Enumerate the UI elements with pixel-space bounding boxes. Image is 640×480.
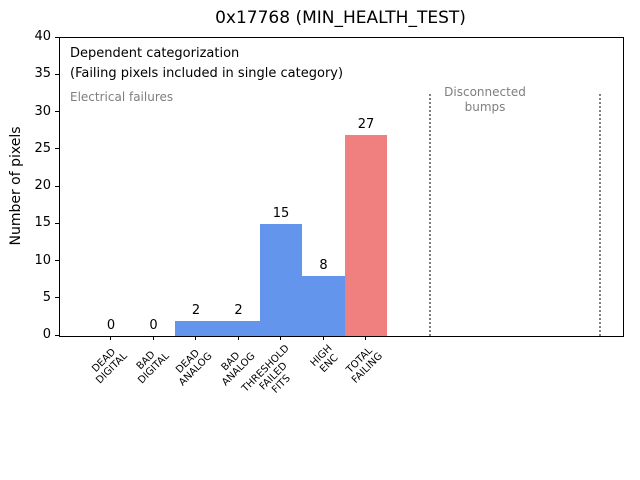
y-tick-label: 15 <box>34 215 51 231</box>
x-tick-mark <box>365 336 366 340</box>
bar <box>344 134 388 336</box>
y-tick-label: 10 <box>34 252 51 268</box>
x-tick-label: HIGH ENC <box>308 343 341 376</box>
y-tick-label: 30 <box>34 103 51 119</box>
y-tick-label: 40 <box>34 29 51 44</box>
bar-value-label: 15 <box>272 206 290 222</box>
annotation-electrical-failures: Electrical failures <box>70 90 174 104</box>
y-tick-label: 25 <box>34 140 51 156</box>
y-tick-mark <box>55 260 59 261</box>
y-tick-mark <box>55 36 59 38</box>
bar-value-label: 27 <box>357 116 375 132</box>
y-tick-mark <box>55 222 59 224</box>
plot-area: Dependent categorization (Failing pixels… <box>59 37 624 337</box>
x-tick-mark <box>280 336 281 340</box>
y-tick-mark <box>55 297 59 299</box>
annotation-disconnected-bumps: Disconnected bumps <box>444 85 526 114</box>
y-tick-label: 35 <box>34 66 51 82</box>
bar-value-label: 0 <box>149 318 158 333</box>
x-tick-label: TOTAL FAILING <box>344 345 385 386</box>
y-tick-label: 0 <box>42 327 51 342</box>
y-tick-mark <box>55 111 59 112</box>
bar-value-label: 2 <box>234 303 243 319</box>
bar-value-label: 2 <box>191 303 201 319</box>
y-tick-mark <box>55 185 59 187</box>
bar-value-label: 8 <box>319 258 328 274</box>
y-tick-label: 5 <box>42 289 51 305</box>
x-tick-label: DEAD ANALOG <box>174 347 215 389</box>
x-tick-mark <box>195 336 196 340</box>
y-tick-mark <box>55 334 59 336</box>
annotation-dependent-categorization: Dependent categorization <box>70 46 240 61</box>
bar <box>174 321 218 336</box>
y-tick-label: 20 <box>34 178 51 193</box>
x-tick-label: BAD DIGITAL <box>135 349 173 387</box>
annotation-failing-pixels: (Failing pixels included in single categ… <box>70 66 344 81</box>
x-tick-mark <box>322 336 324 340</box>
x-tick-label: DEAD DIGITAL <box>90 346 130 387</box>
x-tick-mark <box>152 336 154 340</box>
separator-dotted-line <box>598 94 601 336</box>
bar-value-label: 0 <box>106 318 116 333</box>
bar <box>302 276 345 336</box>
y-tick-mark <box>55 148 59 150</box>
separator-dotted-line <box>428 94 431 336</box>
chart-title: 0x17768 (MIN_HEALTH_TEST) <box>215 8 466 28</box>
x-tick-mark <box>237 336 239 340</box>
bar <box>217 321 260 336</box>
bar <box>259 224 303 336</box>
x-tick-mark <box>110 336 111 340</box>
y-tick-mark <box>55 73 59 75</box>
